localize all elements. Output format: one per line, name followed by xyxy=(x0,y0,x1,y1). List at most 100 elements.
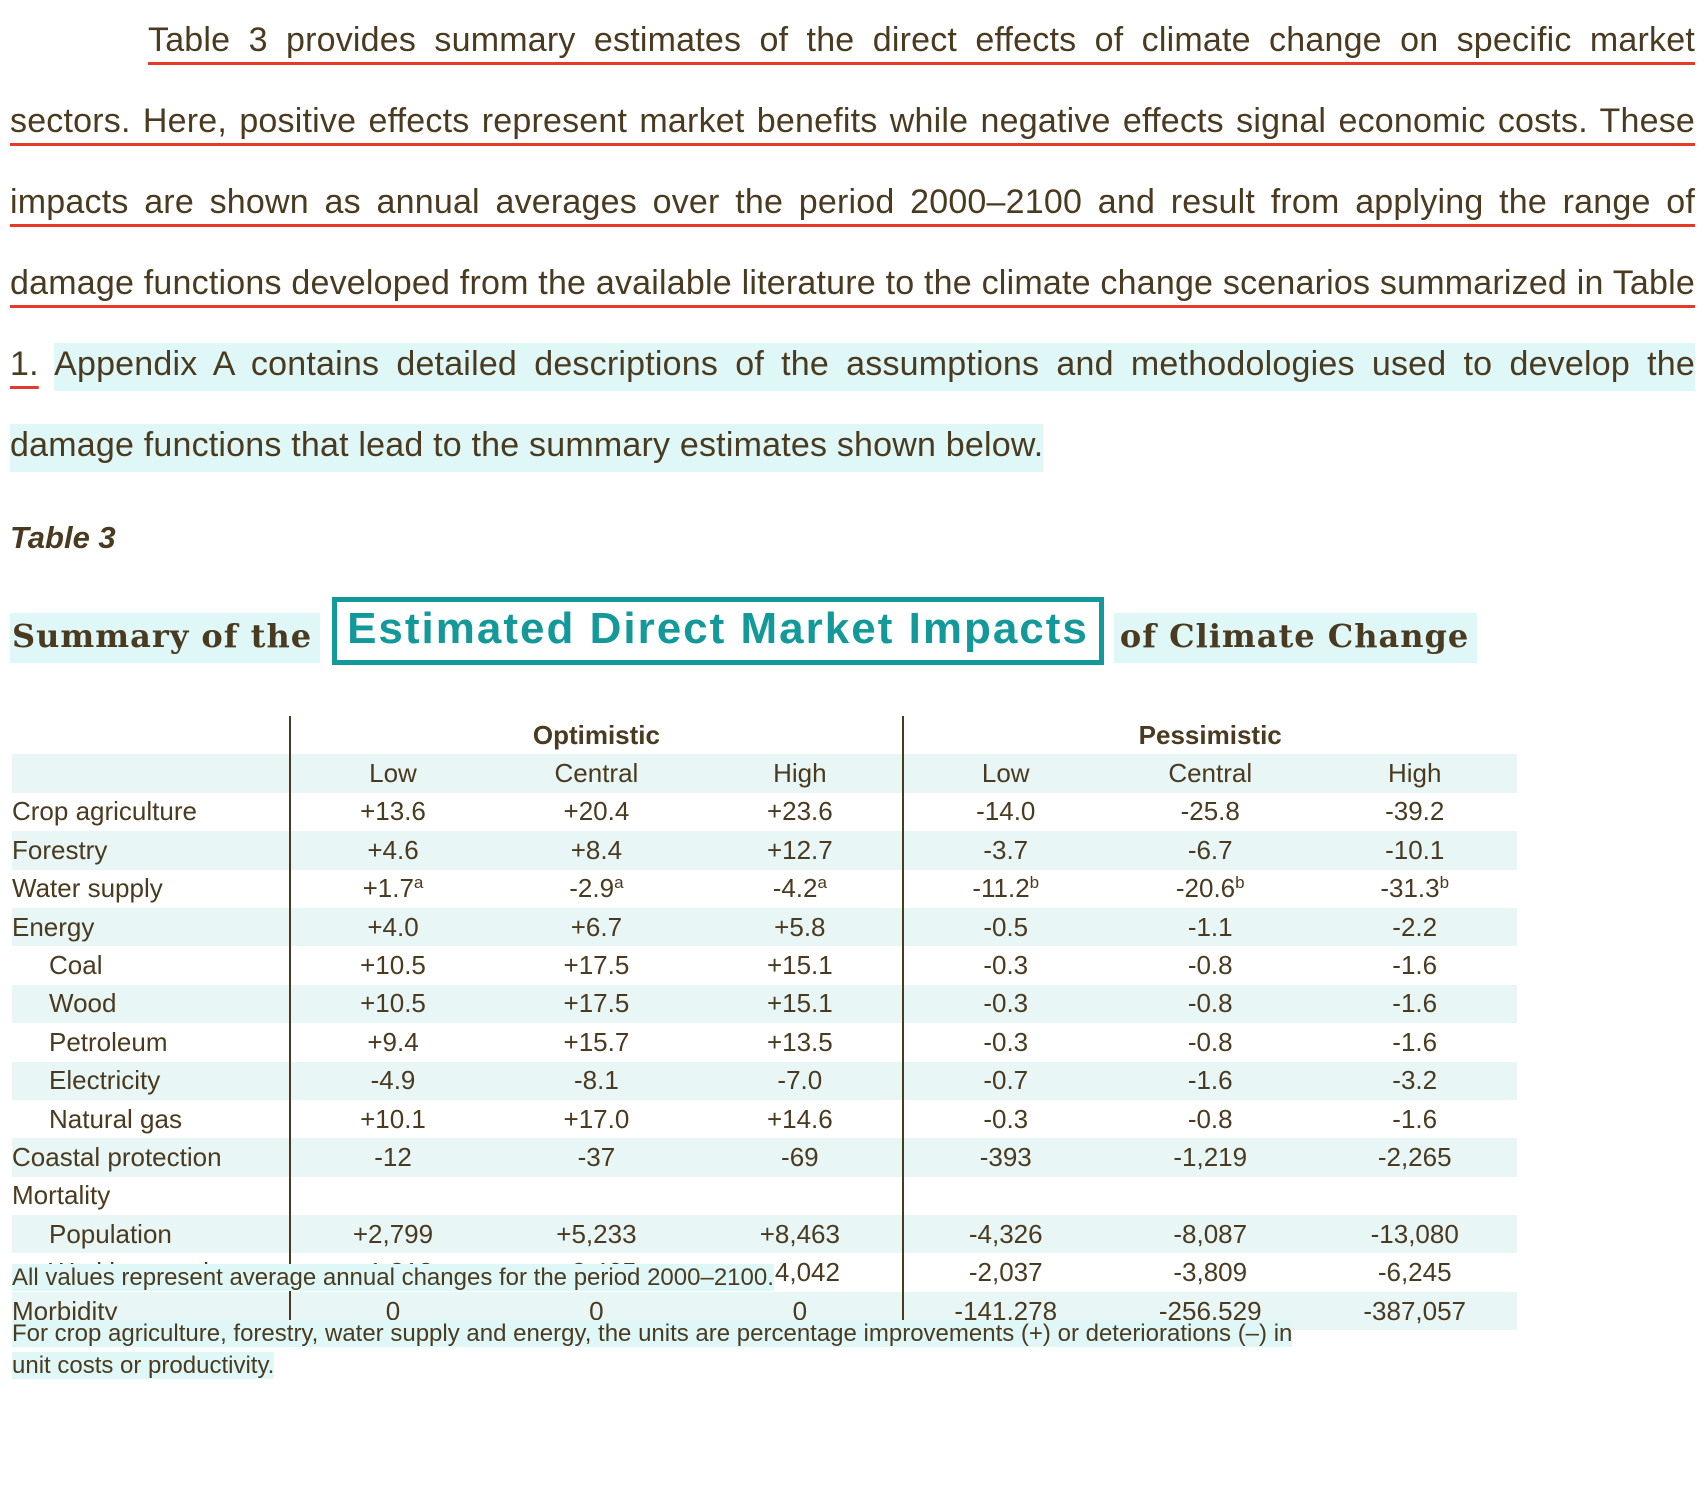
table-cell: +10.5 xyxy=(289,946,495,985)
table-cell: -31.3b xyxy=(1380,873,1450,904)
impacts-table: Optimistic Pessimistic Low Central High … xyxy=(12,716,1517,1331)
table-cell: -393 xyxy=(901,1138,1108,1177)
table-cell xyxy=(901,1176,1108,1216)
table-cell: -11.2b xyxy=(901,869,1108,908)
table-cell: -0.8 xyxy=(1107,984,1313,1024)
row-label: Electricity xyxy=(12,1061,291,1100)
table-cell xyxy=(289,1176,495,1216)
table-cell: -4,326 xyxy=(901,1215,1108,1254)
table-cell: -1.6 xyxy=(1312,984,1517,1024)
table-cell: -0.3 xyxy=(901,1099,1108,1139)
footnote-mark: a xyxy=(817,873,827,893)
table-cell: +5,233 xyxy=(494,1215,699,1254)
col-header: Central xyxy=(494,754,699,793)
table-row: Petroleum +9.4 +15.7 +13.5 -0.3 -0.8 -1.6 xyxy=(12,1023,1517,1062)
table-cell: -20.6b xyxy=(1175,873,1245,904)
col-header: High xyxy=(698,754,903,793)
table-cell: -0.8 xyxy=(1187,1026,1233,1057)
table-cell: -4.2a xyxy=(772,873,827,904)
note-2: For crop agriculture, forestry, water su… xyxy=(12,1320,1293,1379)
highlighted-text: Appendix A contains detailed description… xyxy=(10,343,1696,472)
table-cell: -7.0 xyxy=(698,1061,903,1100)
table-cell: -69 xyxy=(698,1138,903,1177)
footnote-mark: b xyxy=(1235,873,1245,893)
table-cell: -1.6 xyxy=(1392,1026,1438,1057)
col-header: Central xyxy=(1107,754,1313,793)
table-cell xyxy=(1108,1177,1312,1215)
table-row: Natural gas +10.1 +17.0 +14.6 -0.3 -0.8 -1.6 xyxy=(12,1099,1517,1139)
row-label: Mortality xyxy=(12,1180,111,1211)
underlined-text: Table 3 provides summary estimates of th… xyxy=(10,21,1695,383)
table-cell: +13.6 xyxy=(289,792,495,832)
table-cell xyxy=(698,1177,902,1215)
table-cell: -3.2 xyxy=(1312,1061,1517,1100)
table-row: Coastal protection -12 -37 -69 -393 -1,219 -2,… xyxy=(12,1138,1517,1177)
group-pessimistic: Pessimistic xyxy=(901,716,1517,755)
table-cell: +17.5 xyxy=(494,984,699,1024)
table-cell: +10.1 xyxy=(289,1099,495,1139)
table-cell: +17.0 xyxy=(563,1103,630,1134)
table-row: Wood +10.5 +17.5 +15.1 -0.3 -0.8 -1.6 xyxy=(12,984,1517,1024)
column-header-row: Low Central High Low Central High xyxy=(12,754,1517,793)
table-cell: -13,080 xyxy=(1312,1215,1517,1254)
col-header: High xyxy=(1312,754,1517,793)
col-header: Low xyxy=(289,754,495,793)
table-row: Coal +10.5 +17.5 +15.1 -0.3 -0.8 -1.6 xyxy=(12,946,1517,985)
table-cell xyxy=(495,1177,699,1215)
table-cell: -0.3 xyxy=(901,946,1108,985)
row-label: Population xyxy=(12,1215,291,1254)
table-row: Crop agriculture +13.6 +20.4 +23.6 -14.0 -25.… xyxy=(12,792,1517,832)
table-cell: -8.1 xyxy=(494,1061,699,1100)
table-cell: -3,809 xyxy=(1173,1257,1248,1288)
table-cell: +1.7a xyxy=(289,869,495,908)
table-cell: +17.5 xyxy=(563,950,630,981)
table-cell: +2,799 xyxy=(289,1215,495,1254)
table-cell: -387,057 xyxy=(1312,1291,1517,1331)
table-cell: -1.6 xyxy=(1107,1061,1313,1100)
table-row: Population +2,799 +5,233 +8,463 -4,326 -8,087… xyxy=(12,1215,1517,1254)
table-cell: -0.8 xyxy=(1187,1103,1233,1134)
table-row: Mortality xyxy=(12,1176,1517,1216)
table-cell xyxy=(1312,1177,1516,1215)
table-cell: +6.7 xyxy=(494,907,699,947)
table-cell: -1.6 xyxy=(1392,950,1438,981)
group-header-row: Optimistic Pessimistic xyxy=(12,716,1517,755)
table-cell: -0.5 xyxy=(901,907,1108,947)
row-label: Petroleum xyxy=(49,1026,168,1057)
col-header: Low xyxy=(901,754,1108,793)
table-cell: +15.1 xyxy=(698,984,903,1024)
table-body: Crop agriculture +13.6 +20.4 +23.6 -14.0 -25.… xyxy=(12,792,1517,1331)
table-cell: -1.1 xyxy=(1107,907,1313,947)
row-label: Wood xyxy=(12,984,291,1024)
table-cell: -1,219 xyxy=(1107,1138,1313,1177)
table-cell: -2.2 xyxy=(1312,907,1517,947)
title-prefix: Summary of the xyxy=(10,613,321,663)
table-cell: -2,265 xyxy=(1312,1138,1517,1177)
footnote-mark: a xyxy=(413,873,424,893)
table-row: Electricity -4.9 -8.1 -7.0 -0.7 -1.6 -3.2 xyxy=(12,1061,1517,1100)
table-row: Water supply +1.7a -2.9a -4.2a -11.2b -20.6b -… xyxy=(12,869,1517,908)
row-label: Water supply xyxy=(12,873,163,904)
table-cell: +13.5 xyxy=(766,1026,833,1057)
footnote-mark: b xyxy=(1439,873,1450,893)
table-cell: -0.3 xyxy=(901,1023,1108,1062)
table-row: Energy +4.0 +6.7 +5.8 -0.5 -1.1 -2.2 xyxy=(12,907,1517,947)
table-cell: +5.8 xyxy=(698,907,903,947)
table-cell: -10.1 xyxy=(1312,831,1517,870)
table-cell: -8,087 xyxy=(1107,1215,1313,1254)
table-cell: -6,245 xyxy=(1377,1257,1452,1288)
table-cell: -6.7 xyxy=(1107,831,1313,870)
row-label: Forestry xyxy=(12,831,291,870)
title-suffix: of Climate Change xyxy=(1113,613,1478,663)
table-cell: -0.8 xyxy=(1187,950,1233,981)
table-cell: -4.9 xyxy=(289,1061,495,1100)
table-cell: +12.7 xyxy=(698,831,903,870)
intro-paragraph: Table 3 provides summary estimates of th… xyxy=(10,0,1696,486)
table-cell: -0.3 xyxy=(901,984,1108,1024)
table-cell: -25.8 xyxy=(1180,796,1240,827)
table-cell: +8,463 xyxy=(698,1215,903,1254)
table-cell: +15.7 xyxy=(563,1026,630,1057)
table-cell: -3.7 xyxy=(901,831,1108,870)
footnote-mark: b xyxy=(1029,873,1040,893)
table-cell: -2.9a xyxy=(569,873,624,904)
